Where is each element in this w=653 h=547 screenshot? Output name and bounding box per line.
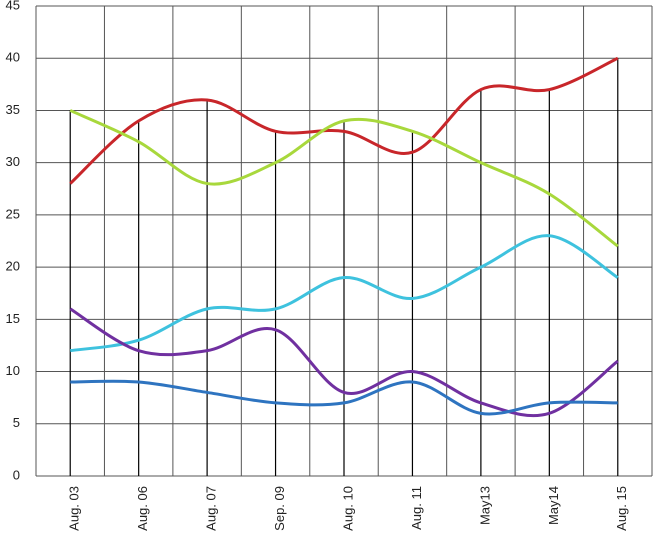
series-line (69, 307, 619, 418)
y-tick-label: 20 (6, 259, 20, 274)
series-line (70, 379, 618, 416)
x-tick-label: Aug. 03 (67, 486, 82, 531)
y-tick-label: 5 (13, 415, 20, 430)
y-tick-label: 45 (6, 0, 20, 12)
y-tick-label: 15 (6, 311, 20, 326)
x-tick-label: Aug. 10 (340, 486, 355, 531)
y-tick-label: 30 (6, 154, 20, 169)
x-tick-label: May13 (477, 486, 492, 525)
y-tick-label: 40 (6, 50, 20, 65)
x-tick-label: Aug. 15 (614, 486, 629, 531)
series-line (69, 234, 619, 353)
y-tick-label: 0 (13, 467, 20, 482)
y-tick-label: 35 (6, 102, 20, 117)
series-line (69, 109, 619, 248)
x-tick-label: Sep. 09 (272, 486, 287, 531)
x-tick-label: Aug. 07 (204, 486, 219, 531)
x-tick-label: Aug. 11 (409, 486, 424, 530)
x-tick-label: May14 (546, 486, 561, 525)
y-tick-label: 25 (6, 206, 20, 221)
y-tick-label: 10 (6, 363, 20, 378)
x-tick-label: Aug. 06 (135, 486, 150, 531)
series-line (69, 56, 619, 185)
